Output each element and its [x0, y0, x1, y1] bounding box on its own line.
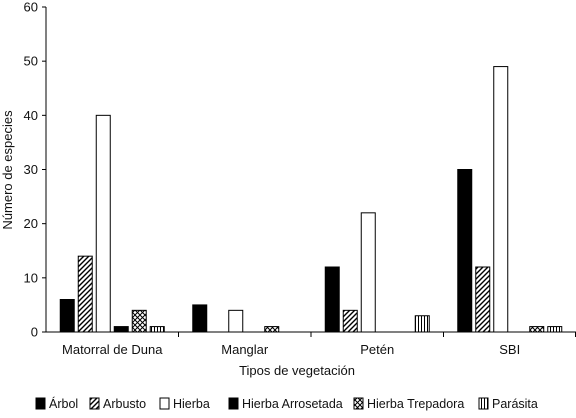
x-tick-label: Manglar: [221, 342, 269, 357]
bar: [342, 309, 358, 333]
bar: [77, 255, 93, 333]
bar: [414, 315, 430, 333]
y-tick-label: 0: [31, 325, 38, 340]
legend-swatch: [35, 397, 46, 410]
bar: [192, 304, 208, 333]
bar: [493, 66, 509, 333]
y-tick-label: 40: [24, 108, 38, 123]
y-tick-label: 60: [24, 0, 38, 15]
legend-label: Hierba: [173, 397, 210, 411]
x-tick-label: Petén: [360, 342, 394, 357]
bar: [113, 326, 129, 333]
bar: [131, 309, 147, 333]
legend-swatch: [228, 397, 239, 410]
bar: [475, 266, 491, 333]
legend-label: Arbusto: [103, 397, 146, 411]
x-axis-title: Tipos de vegetación: [239, 363, 355, 378]
legend-label: Árbol: [49, 396, 78, 411]
legend-swatch: [159, 397, 170, 410]
bar: [457, 169, 473, 333]
legend-swatch: [478, 397, 489, 410]
bar: [59, 299, 75, 333]
bar: [547, 326, 563, 333]
bar: [228, 309, 244, 333]
legend-label: Parásita: [492, 397, 538, 411]
legend-swatch: [89, 397, 100, 410]
bar: [149, 326, 165, 333]
bar: [360, 212, 376, 333]
x-tick-label: SBI: [499, 342, 520, 357]
bar: [529, 326, 545, 333]
y-tick-label: 30: [24, 162, 38, 177]
legend-swatch: [353, 397, 364, 410]
bar: [264, 326, 280, 333]
legend-label: Hierba Trepadora: [367, 397, 464, 411]
x-tick-label: Matorral de Duna: [62, 342, 163, 357]
y-tick-label: 20: [24, 216, 38, 231]
legend-label: Hierba Arrosetada: [242, 397, 343, 411]
y-tick-label: 50: [24, 54, 38, 69]
y-axis-title: Número de especies: [0, 110, 15, 230]
bar: [324, 266, 340, 333]
bar: [95, 114, 111, 333]
y-tick-label: 10: [24, 270, 38, 285]
